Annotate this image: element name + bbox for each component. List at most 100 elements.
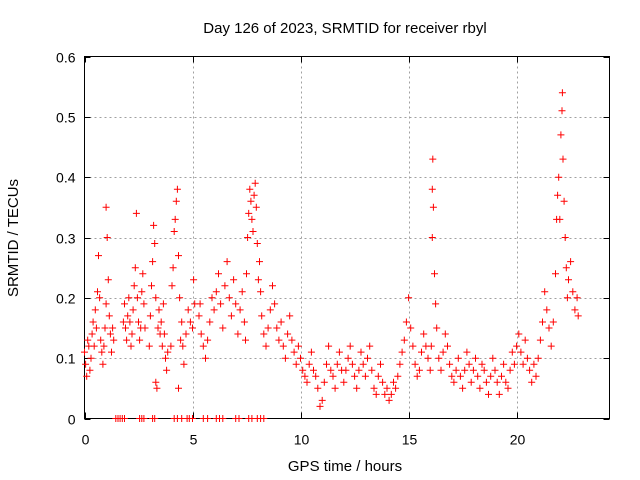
data-point xyxy=(513,342,521,350)
data-point xyxy=(186,318,194,326)
data-point xyxy=(132,209,140,217)
data-point xyxy=(429,203,437,211)
data-point xyxy=(392,384,400,392)
data-point xyxy=(504,384,512,392)
data-point xyxy=(329,372,337,380)
data-point xyxy=(242,336,249,344)
x-axis-label: GPS time / hours xyxy=(288,458,402,475)
y-tick-label: 0.1 xyxy=(56,351,76,367)
x-tick-label: 15 xyxy=(402,432,418,448)
data-point xyxy=(415,366,423,374)
data-point xyxy=(495,390,503,398)
data-point xyxy=(125,294,133,302)
y-tick-label: 0.6 xyxy=(56,50,76,66)
data-point xyxy=(565,276,572,284)
data-point xyxy=(157,318,165,326)
data-point xyxy=(266,306,274,314)
data-point xyxy=(562,264,570,272)
data-point xyxy=(182,330,190,338)
data-point xyxy=(485,390,492,398)
data-point xyxy=(437,366,445,374)
data-point xyxy=(355,366,363,374)
data-point xyxy=(377,360,384,368)
data-point xyxy=(138,288,146,296)
data-point xyxy=(461,366,469,374)
data-point xyxy=(426,366,434,374)
data-point xyxy=(159,300,167,308)
data-point xyxy=(139,270,147,278)
data-point xyxy=(314,384,322,392)
data-point xyxy=(526,366,534,374)
data-point xyxy=(487,372,495,380)
data-point xyxy=(126,318,134,326)
data-point xyxy=(91,306,99,314)
data-point xyxy=(88,330,96,338)
data-point xyxy=(555,173,563,181)
data-point xyxy=(452,366,460,374)
data-point xyxy=(140,415,148,422)
data-point xyxy=(202,354,209,362)
data-point xyxy=(346,342,354,350)
data-point xyxy=(190,276,198,284)
y-tick-label: 0.2 xyxy=(56,291,76,307)
data-point xyxy=(234,330,242,338)
data-point xyxy=(532,372,540,380)
data-point xyxy=(374,372,382,380)
data-point xyxy=(206,318,214,326)
data-point xyxy=(459,384,467,392)
data-point xyxy=(210,306,218,314)
data-point xyxy=(152,294,160,302)
data-point xyxy=(84,336,92,344)
data-point xyxy=(387,390,395,398)
data-point xyxy=(151,415,159,422)
data-point xyxy=(230,276,238,284)
x-tick-label: 5 xyxy=(190,432,198,448)
data-point xyxy=(335,348,343,356)
data-point xyxy=(444,342,451,350)
data-point xyxy=(146,312,154,320)
data-point xyxy=(94,288,101,296)
data-point xyxy=(381,390,389,398)
data-point xyxy=(196,300,204,308)
data-point xyxy=(175,384,182,392)
data-point xyxy=(433,324,441,332)
data-point xyxy=(530,360,538,368)
data-point xyxy=(394,372,402,380)
data-point xyxy=(320,378,328,386)
data-point xyxy=(411,360,419,368)
data-point xyxy=(246,185,254,193)
data-point xyxy=(428,234,436,241)
data-point xyxy=(482,378,490,386)
data-point xyxy=(567,258,575,266)
data-point xyxy=(245,209,253,217)
data-point xyxy=(342,366,350,374)
data-point xyxy=(364,354,371,362)
data-point xyxy=(127,342,135,350)
data-point xyxy=(318,396,326,404)
data-point xyxy=(244,234,252,241)
x-tick-label: 20 xyxy=(510,432,526,448)
y-tick-label: 0.5 xyxy=(56,110,76,126)
data-point xyxy=(105,312,113,320)
data-point xyxy=(547,342,555,350)
data-point xyxy=(104,276,112,284)
data-point xyxy=(429,155,437,163)
data-point xyxy=(243,270,250,278)
data-point xyxy=(223,258,231,266)
data-point xyxy=(521,336,529,344)
data-point xyxy=(219,415,227,422)
data-point xyxy=(269,282,276,290)
data-point xyxy=(571,306,579,314)
x-tick-labels: 0 5 10 15 20 xyxy=(82,432,526,448)
data-point xyxy=(252,203,260,211)
data-point xyxy=(221,282,229,290)
data-point xyxy=(323,360,330,368)
data-point xyxy=(353,384,361,392)
data-point xyxy=(476,384,484,392)
data-point xyxy=(247,197,255,205)
data-point xyxy=(500,360,508,368)
data-point xyxy=(554,191,562,199)
data-point xyxy=(573,294,581,302)
data-point xyxy=(96,294,104,302)
